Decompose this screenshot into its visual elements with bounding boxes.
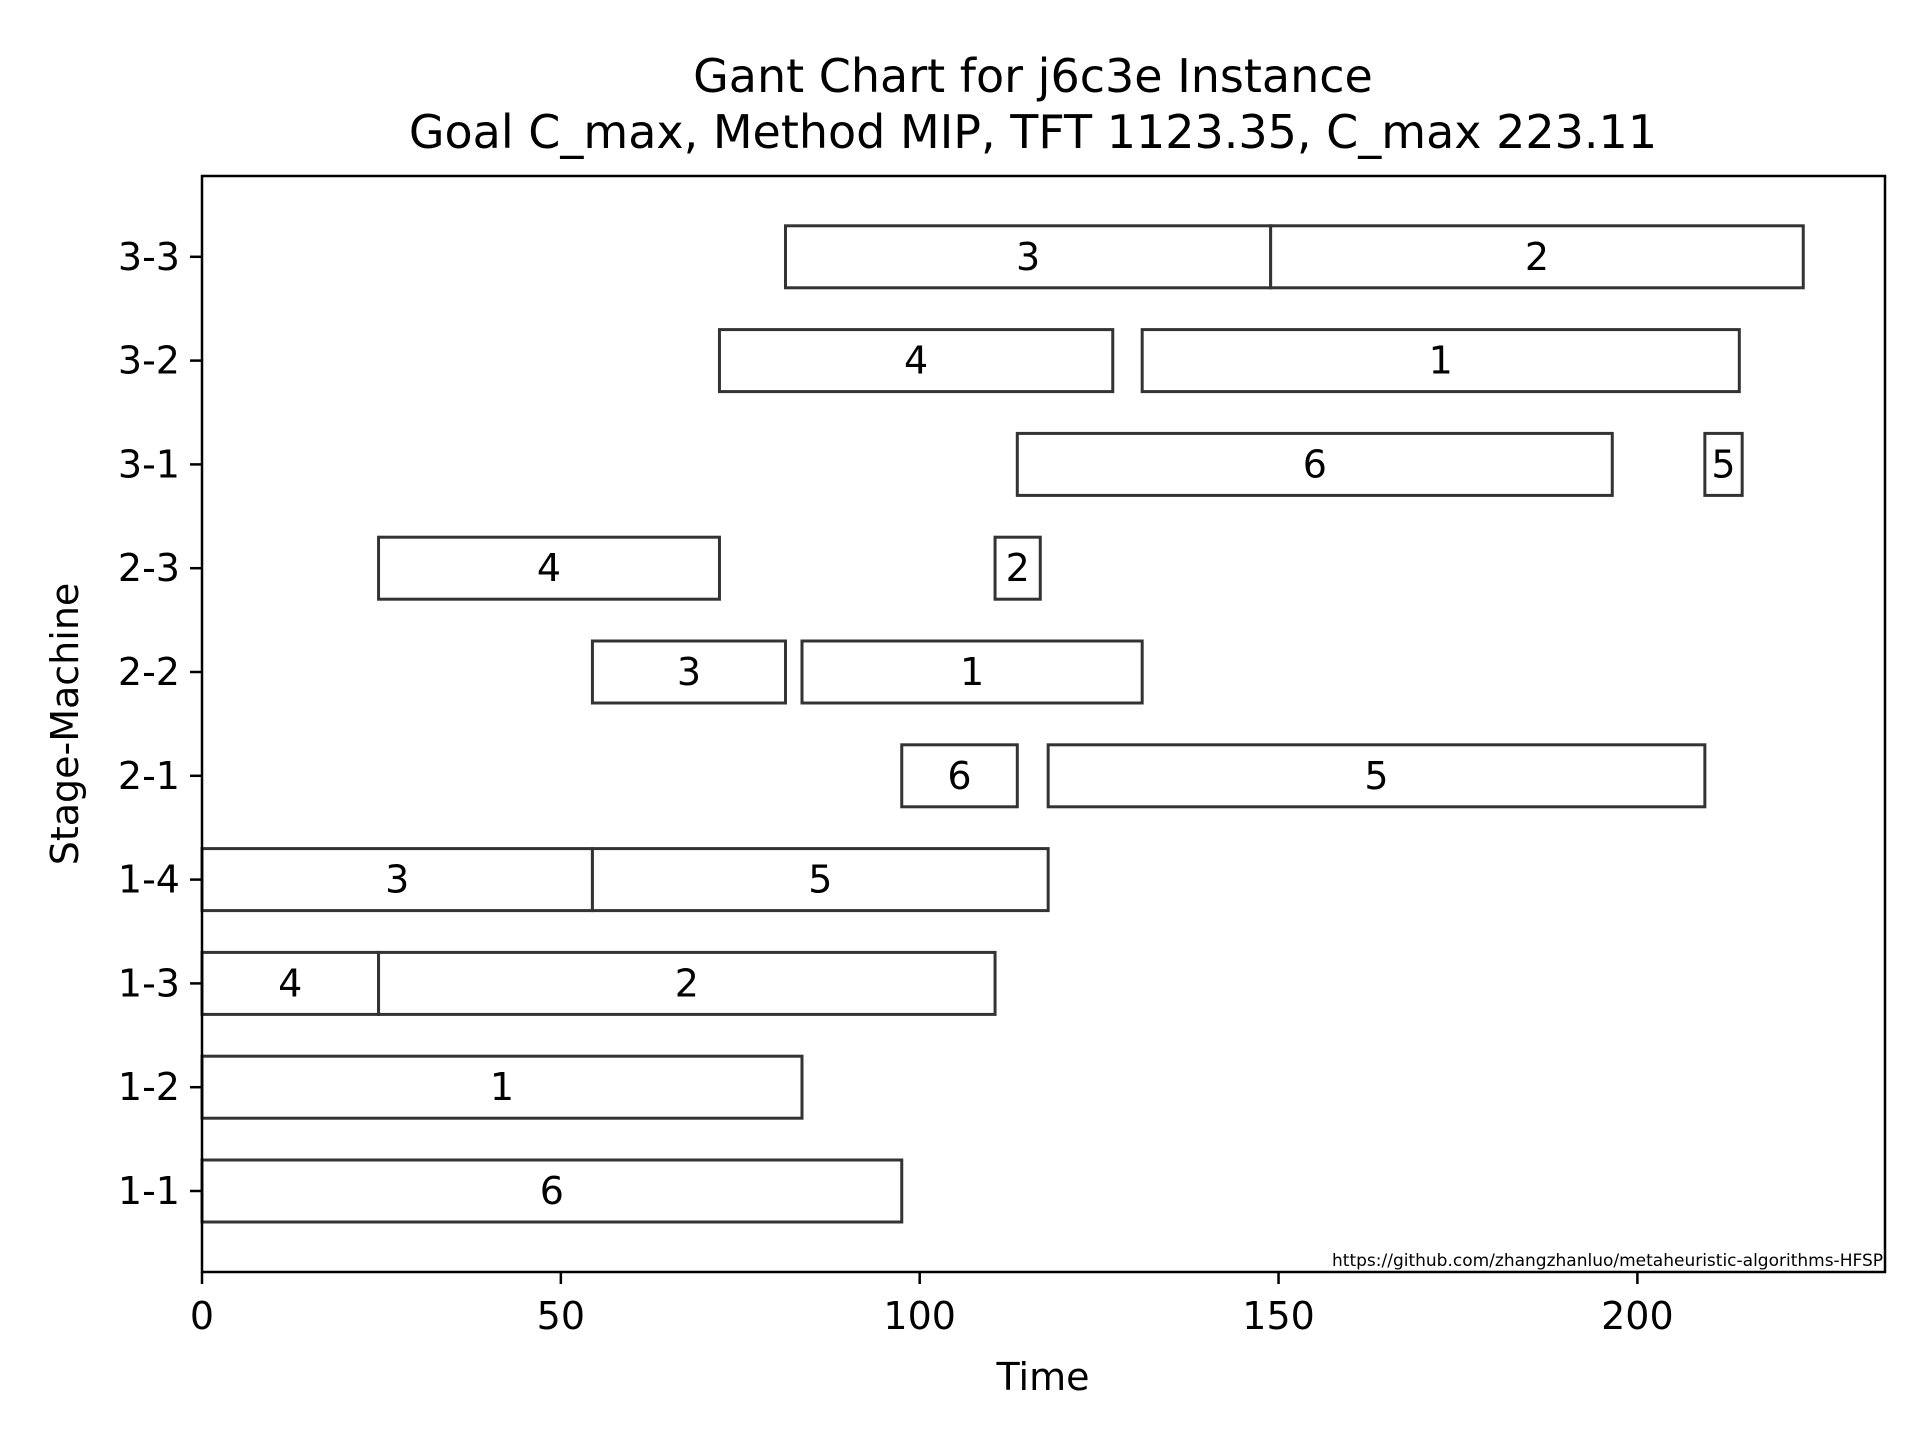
task-label-1-3-job-4: 4 [278,961,302,1005]
task-bars: 6 1 4 2 3 5 6 5 3 1 4 2 6 5 4 1 3 2 [200,224,1805,1224]
chart-subtitle: Goal C_max, Method MIP, TFT 1123.35, C_m… [409,105,1657,159]
task-label-2-3-job-2: 2 [1006,546,1030,590]
task-bar-2-1-job-5 [1046,743,1707,809]
task-bar-3-3-job-3 [783,224,1273,290]
task-bar-1-4-job-5 [590,847,1050,913]
task-bar-3-3-job-2 [1269,224,1805,290]
y-axis-ticks: 1-1 1-2 1-3 1-4 2-1 2-2 2-3 3-1 3-2 3-3 [118,235,202,1213]
y-tick-label: 3-2 [118,339,180,383]
task-label-3-2-job-4: 4 [904,339,928,383]
y-tick-label: 3-3 [118,235,180,279]
task-label-2-3-job-4: 4 [537,546,561,590]
task-label-2-2-job-3: 3 [677,650,701,694]
chart-title: Gant Chart for j6c3e Instance [693,49,1373,103]
y-tick-label: 1-1 [118,1169,180,1213]
task-label-1-1-job-6: 6 [540,1169,564,1213]
y-tick-label: 2-3 [118,546,180,590]
task-label-2-2-job-1: 1 [960,650,984,694]
task-bar-2-2-job-3 [590,639,787,705]
plot-frame [200,174,1887,1274]
task-bar-3-2-job-4 [717,328,1115,394]
task-label-1-2-job-1: 1 [490,1065,514,1109]
x-tick-label: 150 [1242,1294,1315,1338]
task-bar-1-4-job-3 [200,847,594,913]
task-bar-3-1-job-5 [1703,431,1744,497]
y-tick-label: 1-3 [118,961,180,1005]
task-label-1-4-job-5: 5 [808,858,832,902]
y-tick-label: 1-4 [118,858,180,902]
task-bar-3-2-job-1 [1140,328,1741,394]
task-bar-1-3-job-2 [377,950,997,1016]
task-label-2-1-job-5: 5 [1364,754,1388,798]
task-label-2-1-job-6: 6 [947,754,971,798]
y-axis-label: Stage-Machine [43,583,87,866]
task-label-1-4-job-3: 3 [385,858,409,902]
y-tick-label: 2-1 [118,754,180,798]
task-label-3-3-job-3: 3 [1016,235,1040,279]
x-tick-label: 50 [537,1294,585,1338]
task-label-3-3-job-2: 2 [1525,235,1549,279]
task-bar-3-1-job-6 [1015,431,1614,497]
task-label-3-2-job-1: 1 [1429,339,1453,383]
x-axis-label: Time [996,1355,1090,1399]
task-bar-2-2-job-1 [800,639,1144,705]
task-bar-2-1-job-6 [900,743,1019,809]
y-tick-label: 3-1 [118,442,180,486]
x-tick-label: 0 [190,1294,214,1338]
y-tick-label: 1-2 [118,1065,180,1109]
x-tick-label: 200 [1601,1294,1674,1338]
x-axis-ticks: 0 50 100 150 200 [190,1272,1674,1338]
task-label-1-3-job-2: 2 [675,961,699,1005]
task-bar-1-2-job-1 [200,1054,804,1120]
x-tick-label: 100 [883,1294,956,1338]
source-annotation: https://github.com/zhangzhanluo/metaheur… [1332,1251,1883,1271]
task-label-3-1-job-6: 6 [1303,442,1327,486]
task-bar-1-3-job-4 [200,950,381,1016]
task-bar-2-3-job-4 [377,535,721,601]
task-bar-2-3-job-2 [993,535,1042,601]
task-label-3-1-job-5: 5 [1711,442,1735,486]
y-tick-label: 2-2 [118,650,180,694]
